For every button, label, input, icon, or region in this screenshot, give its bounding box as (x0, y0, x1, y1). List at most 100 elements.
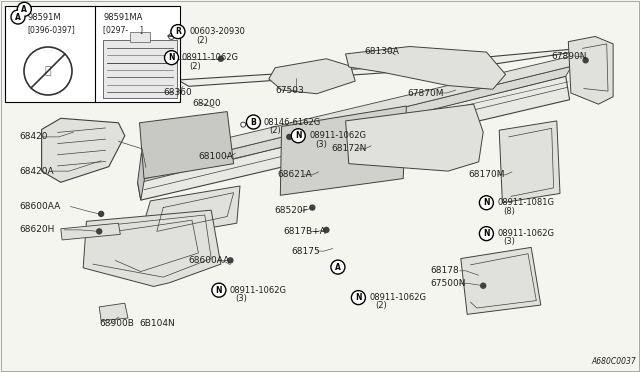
Polygon shape (61, 223, 120, 240)
Bar (5, 6, 180, 102)
Circle shape (246, 115, 260, 129)
Circle shape (213, 285, 225, 296)
Circle shape (218, 56, 223, 61)
Text: B: B (251, 118, 256, 126)
Polygon shape (144, 186, 240, 238)
Text: (8): (8) (503, 207, 515, 216)
Text: 6817B+A: 6817B+A (283, 227, 326, 236)
Text: R: R (175, 27, 181, 36)
Text: [0297-     ]: [0297- ] (103, 26, 143, 35)
Text: 68600AA: 68600AA (19, 202, 60, 211)
Text: 08911-1062G: 08911-1062G (182, 53, 239, 62)
Text: (3): (3) (236, 294, 248, 303)
Text: 08146-6162G: 08146-6162G (264, 118, 321, 126)
Circle shape (17, 2, 31, 16)
Circle shape (481, 197, 492, 208)
Circle shape (248, 116, 259, 128)
Text: N: N (168, 53, 175, 62)
Text: 68621A: 68621A (278, 170, 312, 179)
Circle shape (481, 283, 486, 288)
Text: 08911-1081G: 08911-1081G (498, 198, 555, 207)
Text: N: N (216, 286, 222, 295)
Text: 68100A: 68100A (198, 152, 233, 161)
Circle shape (287, 134, 292, 140)
Text: A: A (21, 5, 28, 14)
Circle shape (353, 292, 364, 303)
Circle shape (291, 129, 305, 143)
Text: 00603-20930: 00603-20930 (189, 27, 245, 36)
Text: 08911-1062G: 08911-1062G (498, 229, 555, 238)
Circle shape (583, 58, 588, 63)
Text: 98591M: 98591M (27, 13, 61, 22)
Circle shape (292, 130, 304, 141)
Circle shape (171, 25, 185, 39)
Text: 08911-1062G: 08911-1062G (229, 286, 286, 295)
Circle shape (168, 33, 175, 39)
Circle shape (11, 10, 25, 24)
Text: 67500N: 67500N (430, 279, 465, 288)
Text: 68130A: 68130A (365, 47, 399, 56)
Circle shape (351, 291, 365, 305)
Circle shape (481, 228, 492, 239)
Circle shape (331, 260, 345, 274)
Circle shape (172, 26, 184, 37)
Text: 68420A: 68420A (19, 167, 54, 176)
Text: [0396-0397]: [0396-0397] (27, 26, 75, 35)
Polygon shape (99, 303, 128, 321)
Text: 👶: 👶 (45, 66, 51, 76)
Text: 68172N: 68172N (331, 144, 366, 153)
Text: (2): (2) (269, 126, 280, 135)
Text: 68620H: 68620H (19, 225, 54, 234)
Text: N: N (483, 198, 490, 207)
Circle shape (97, 229, 102, 234)
Circle shape (12, 12, 24, 23)
Circle shape (99, 211, 104, 217)
Polygon shape (499, 121, 560, 203)
Text: N: N (295, 131, 301, 140)
Circle shape (166, 52, 177, 63)
Text: 68360: 68360 (163, 88, 192, 97)
Text: 6B104N: 6B104N (140, 319, 175, 328)
Polygon shape (346, 46, 506, 89)
Polygon shape (280, 106, 406, 195)
Text: 68200: 68200 (192, 99, 221, 108)
Polygon shape (141, 66, 572, 182)
Text: 68178: 68178 (430, 266, 459, 275)
Text: 67503: 67503 (275, 86, 304, 95)
Text: (2): (2) (189, 62, 200, 71)
Bar (130, 32, 150, 42)
Text: 68900B: 68900B (99, 319, 134, 328)
Circle shape (332, 262, 344, 273)
Text: (3): (3) (315, 140, 327, 149)
Polygon shape (269, 59, 355, 94)
Text: 68420: 68420 (19, 132, 48, 141)
Text: 68175: 68175 (291, 247, 320, 256)
Polygon shape (346, 104, 483, 171)
Circle shape (212, 283, 226, 297)
Text: 67870M: 67870M (407, 89, 444, 97)
Text: (2): (2) (196, 36, 207, 45)
Circle shape (479, 227, 493, 241)
Polygon shape (178, 49, 573, 86)
Text: 08911-1062G: 08911-1062G (310, 131, 367, 140)
Text: A: A (335, 263, 341, 272)
Text: 98591MA: 98591MA (103, 13, 142, 22)
Polygon shape (146, 55, 576, 170)
Circle shape (241, 122, 246, 127)
Text: N: N (483, 229, 490, 238)
Polygon shape (461, 247, 541, 314)
Text: 67890N: 67890N (552, 52, 587, 61)
Circle shape (164, 51, 179, 65)
Polygon shape (138, 153, 146, 200)
Circle shape (310, 205, 315, 210)
Circle shape (228, 258, 233, 263)
Polygon shape (138, 76, 570, 200)
Circle shape (479, 196, 493, 210)
Text: A680C0037: A680C0037 (591, 357, 636, 366)
Text: N: N (355, 293, 362, 302)
Text: 68520F: 68520F (274, 206, 308, 215)
Text: A: A (15, 13, 21, 22)
Text: 68600AA: 68600AA (189, 256, 230, 265)
Polygon shape (42, 118, 125, 182)
Bar (103, 40, 177, 98)
